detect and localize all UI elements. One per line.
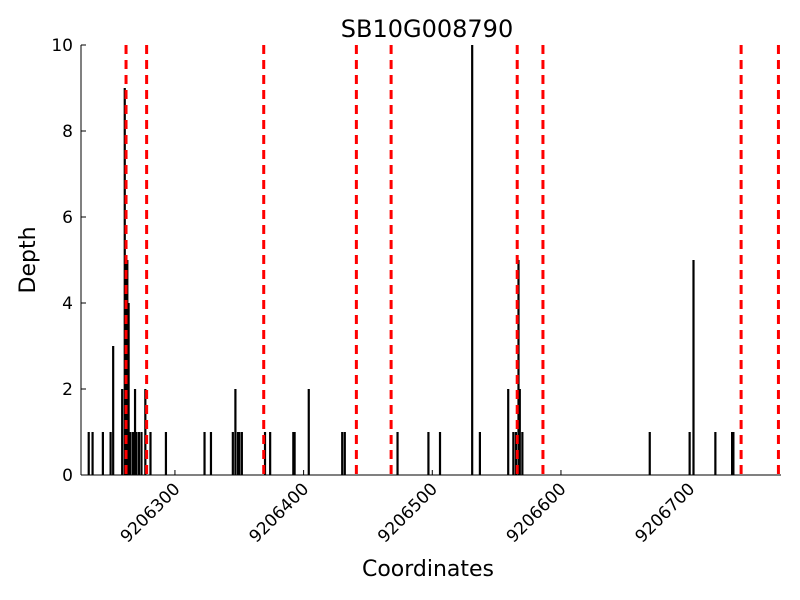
depth-bar — [236, 432, 240, 475]
depth-bars — [87, 45, 735, 475]
depth-bar — [140, 432, 143, 475]
depth-bar — [149, 432, 152, 475]
y-axis-label: Depth — [16, 226, 41, 293]
depth-bar — [427, 432, 430, 475]
depth-bar — [521, 432, 524, 475]
exon-boundary-markers — [124, 45, 780, 475]
depth-bar — [732, 432, 735, 475]
depth-bar — [234, 389, 237, 475]
depth-bar — [396, 432, 399, 475]
y-tick-label: 0 — [62, 466, 73, 486]
depth-bar — [341, 432, 344, 475]
depth-bar — [127, 303, 130, 475]
depth-bar — [91, 432, 94, 475]
depth-bar — [87, 432, 90, 475]
depth-bar — [101, 432, 104, 475]
x-tick-label: 9206500 — [374, 479, 442, 547]
y-tick-label: 4 — [62, 294, 73, 314]
depth-bar — [137, 432, 140, 475]
depth-bar — [478, 432, 481, 475]
depth-bar — [123, 88, 126, 475]
depth-bar — [164, 432, 168, 475]
x-tick-label: 9206600 — [503, 479, 571, 547]
depth-bar — [132, 432, 135, 475]
depth-bar — [231, 432, 234, 475]
depth-bar — [131, 432, 134, 475]
depth-bar — [109, 432, 112, 475]
depth-bar — [144, 389, 147, 475]
x-ticks: 9206300 9206400 9206500 9206600 9206700 — [117, 470, 699, 547]
depth-bar — [731, 432, 734, 475]
depth-bar — [518, 389, 521, 475]
depth-bar — [714, 432, 717, 475]
depth-bar — [135, 432, 138, 475]
depth-bar — [688, 432, 691, 475]
x-tick-label: 9206300 — [117, 479, 185, 547]
depth-bar — [240, 432, 243, 475]
depth-bar — [292, 432, 295, 475]
depth-bar — [112, 346, 115, 475]
x-axis-label: Coordinates — [362, 557, 494, 582]
depth-bar — [269, 432, 272, 475]
depth-bar — [209, 432, 213, 475]
depth-bar — [293, 432, 296, 475]
y-tick-label: 2 — [62, 380, 73, 400]
depth-bar — [512, 432, 515, 475]
depth-bar — [307, 389, 310, 475]
y-tick-label: 10 — [51, 36, 73, 56]
depth-bar — [133, 389, 137, 475]
y-ticks: 0 2 4 6 8 10 — [51, 36, 86, 486]
depth-bar — [471, 45, 474, 475]
x-tick-label: 9206700 — [631, 479, 699, 547]
depth-bar — [507, 389, 510, 475]
x-tick-label: 9206400 — [245, 479, 313, 547]
y-tick-label: 8 — [62, 122, 73, 142]
axes — [80, 45, 781, 476]
depth-bar — [238, 432, 241, 475]
depth-bar — [203, 432, 206, 475]
depth-bar — [438, 432, 442, 475]
depth-bar — [692, 260, 695, 475]
chart-title: SB10G008790 — [341, 15, 513, 43]
depth-bar — [648, 432, 651, 475]
y-tick-label: 6 — [62, 208, 73, 228]
depth-bar — [128, 432, 131, 475]
depth-bar — [121, 389, 124, 475]
depth-bar — [343, 432, 346, 475]
